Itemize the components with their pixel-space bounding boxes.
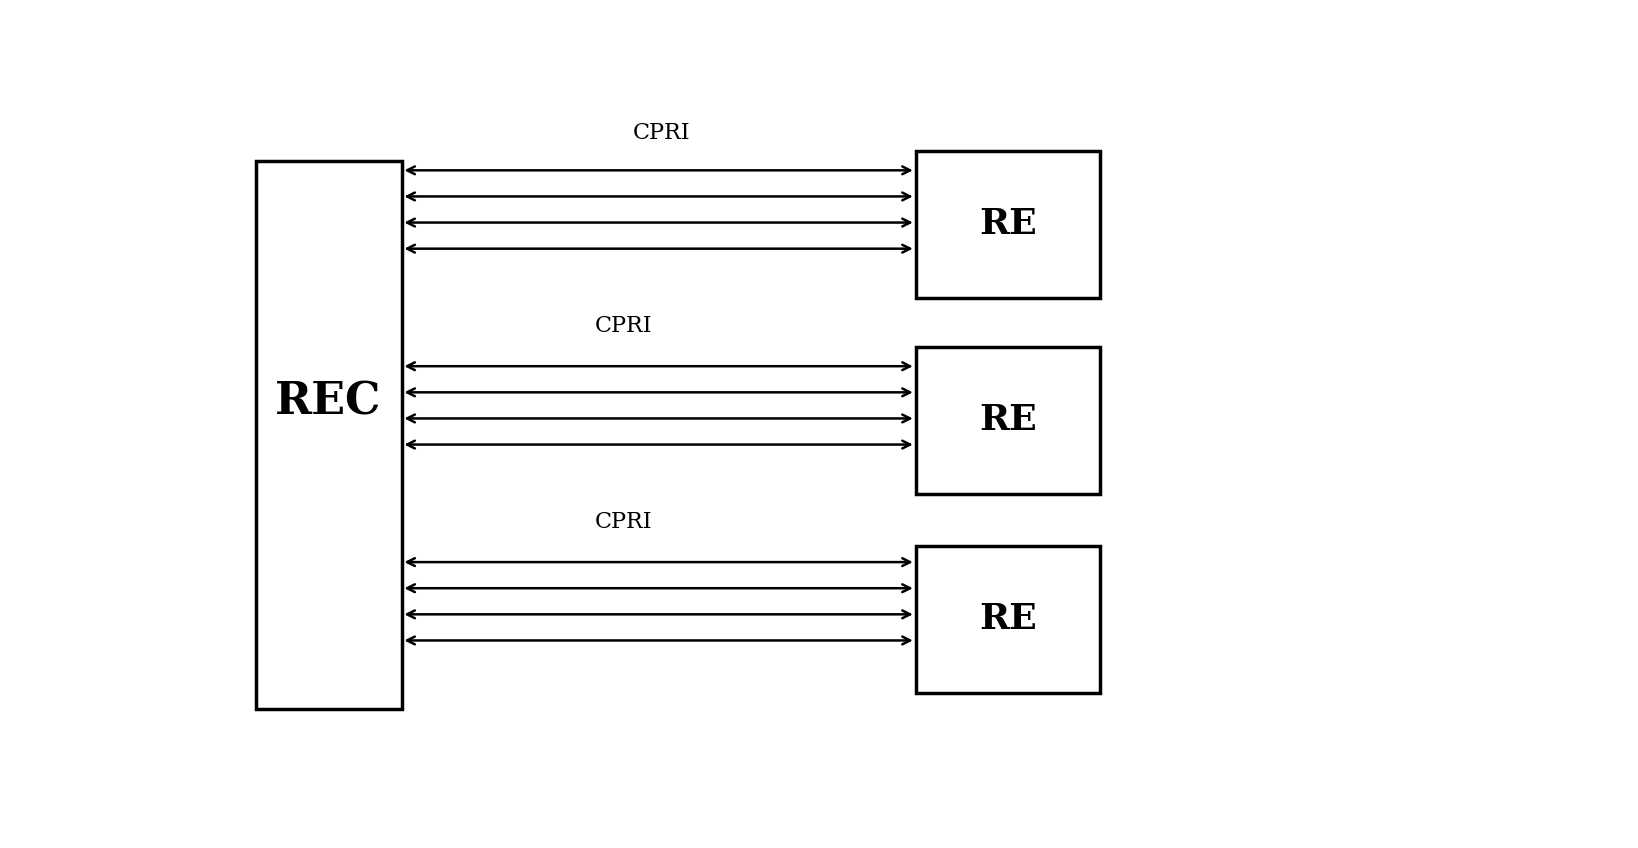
- Text: CPRI: CPRI: [595, 510, 652, 533]
- Bar: [916, 546, 1099, 693]
- Text: RE: RE: [980, 207, 1037, 241]
- Text: RE: RE: [980, 403, 1037, 437]
- Bar: [916, 151, 1099, 298]
- Bar: [256, 160, 401, 709]
- Bar: [916, 347, 1099, 494]
- Text: RE: RE: [980, 602, 1037, 636]
- Text: CPRI: CPRI: [632, 122, 691, 144]
- Text: REC: REC: [275, 381, 382, 424]
- Text: CPRI: CPRI: [595, 315, 652, 337]
